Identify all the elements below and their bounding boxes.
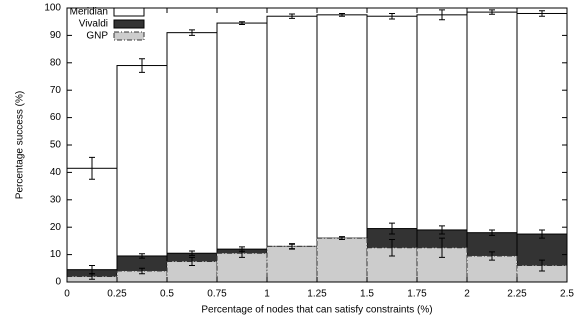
error-bar: [239, 248, 245, 258]
error-bar: [239, 21, 245, 25]
y-tick-label: 50: [50, 140, 62, 151]
error-bar: [489, 9, 495, 15]
y-tick-label: 60: [50, 112, 62, 123]
y-tick-label: 40: [50, 167, 62, 178]
x-tick-label: 0.5: [160, 289, 174, 300]
bar: [216, 22, 268, 283]
error-bar: [339, 12, 345, 17]
error-bar: [289, 243, 295, 250]
error-bar: [539, 229, 545, 239]
legend-swatch: [113, 7, 145, 17]
y-tick-label: 20: [50, 222, 62, 233]
y-tick-label: 0: [55, 277, 61, 288]
legend-label: Vivaldi: [79, 19, 108, 30]
x-tick-label: 1.75: [407, 289, 427, 300]
legend-label: GNP: [86, 31, 108, 42]
error-bar: [439, 237, 445, 258]
error-bar: [289, 13, 295, 19]
y-axis-label: Percentage success (%): [15, 91, 26, 199]
error-bar: [89, 156, 95, 180]
error-bar: [139, 58, 145, 73]
bar: [266, 245, 318, 283]
error-bar: [539, 259, 545, 272]
error-bar: [539, 10, 545, 17]
error-bar: [439, 225, 445, 235]
legend-label: Meridian: [70, 7, 108, 18]
legend-swatch: [113, 31, 145, 41]
x-tick-label: 0.75: [207, 289, 227, 300]
error-bar: [339, 236, 345, 241]
error-bar: [389, 239, 395, 257]
y-tick-label: 10: [50, 249, 62, 260]
y-tick-label: 90: [50, 30, 62, 41]
x-tick-label: 2: [464, 289, 470, 300]
bar: [116, 65, 168, 283]
x-tick-label: 1.5: [360, 289, 374, 300]
x-tick-label: 1: [264, 289, 270, 300]
x-tick-label: 2.5: [560, 289, 574, 300]
error-bar: [189, 29, 195, 36]
bar: [166, 32, 218, 283]
error-bar: [389, 222, 395, 235]
error-bar: [489, 229, 495, 236]
x-tick-label: 2.25: [507, 289, 527, 300]
x-tick-label: 0: [64, 289, 70, 300]
x-axis-label: Percentage of nodes that can satisfy con…: [201, 305, 432, 316]
y-tick-label: 30: [50, 194, 62, 205]
bar: [316, 237, 368, 283]
error-bar: [389, 12, 395, 20]
x-tick-label: 0.25: [107, 289, 127, 300]
bar: [66, 167, 118, 283]
y-tick-label: 70: [50, 85, 62, 96]
y-tick-label: 100: [44, 3, 61, 14]
error-bar: [89, 273, 95, 280]
error-bar: [489, 251, 495, 261]
y-tick-label: 80: [50, 57, 62, 68]
bar: [266, 15, 318, 283]
error-bar: [139, 253, 145, 259]
error-bar: [139, 267, 145, 275]
error-bar: [189, 256, 195, 267]
x-tick-label: 1.25: [307, 289, 327, 300]
error-bar: [439, 9, 445, 21]
error-bar: [189, 250, 195, 256]
legend-swatch: [113, 19, 145, 29]
